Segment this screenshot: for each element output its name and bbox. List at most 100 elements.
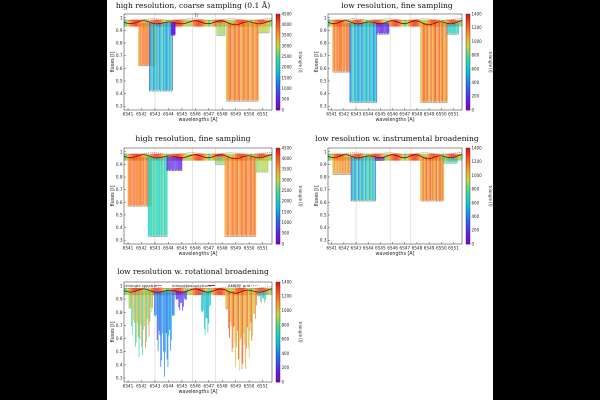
y-tick-label: 0.5 bbox=[116, 212, 123, 217]
colorbar-segment bbox=[466, 208, 470, 211]
x-tick-label: 6543 bbox=[150, 384, 161, 389]
y-tick-label: 0.3 bbox=[320, 238, 327, 243]
absorption-dip-3 bbox=[170, 22, 176, 36]
colorbar-segment bbox=[276, 148, 280, 151]
panel-title: low resolution w. rotational broadening bbox=[117, 267, 269, 276]
x-tick-label: 6550 bbox=[244, 112, 255, 117]
y-tick-label: 0.8 bbox=[320, 41, 327, 46]
continuum-band bbox=[195, 287, 199, 296]
x-tick-label: 6549 bbox=[230, 246, 241, 251]
continuum-band bbox=[124, 153, 127, 161]
continuum-band bbox=[180, 287, 184, 296]
colorbar-segment bbox=[276, 196, 280, 199]
y-tick-label: 0.7 bbox=[116, 53, 123, 58]
plot-frame bbox=[123, 147, 273, 245]
continuum-band bbox=[392, 19, 396, 27]
colorbar-segment bbox=[466, 93, 470, 96]
colorbar-segment bbox=[276, 349, 280, 353]
colorbar-segment bbox=[466, 176, 470, 180]
continuum-band bbox=[415, 153, 418, 161]
continuum-band bbox=[178, 19, 182, 27]
continuum-band bbox=[188, 287, 191, 296]
plot-frame bbox=[327, 13, 463, 111]
continuum-band bbox=[350, 153, 353, 161]
colorbar-segment bbox=[466, 71, 470, 75]
ambre-grid-line bbox=[123, 18, 273, 21]
colorbar-segment bbox=[466, 102, 470, 106]
colorbar-segment bbox=[466, 160, 470, 163]
x-tick-label: 6548 bbox=[217, 384, 228, 389]
continuum-band bbox=[343, 19, 347, 27]
continuum-band bbox=[386, 153, 389, 161]
colorbar-segment bbox=[276, 176, 280, 180]
colorbar-segment bbox=[276, 239, 280, 242]
plot-frame bbox=[123, 13, 273, 111]
colorbar-segment bbox=[276, 45, 280, 48]
colorbar-tick-label: 1400 bbox=[472, 145, 483, 150]
continuum-band bbox=[190, 19, 194, 27]
continuum-band bbox=[259, 153, 263, 161]
absorption-dip-5 bbox=[447, 22, 459, 35]
continuum-band bbox=[401, 153, 405, 161]
x-tick-label: 6542 bbox=[136, 112, 147, 117]
continuum-band bbox=[124, 19, 127, 27]
colorbar-segment bbox=[276, 74, 280, 77]
panel-1: high resolution, coarse sampling (0.1 Å)… bbox=[110, 1, 303, 123]
integrated-spectrum-line bbox=[123, 20, 273, 26]
continuum-band bbox=[136, 287, 140, 296]
colorbar-segment bbox=[466, 241, 470, 245]
x-axis-label: wavelengths [A] bbox=[376, 251, 415, 257]
legend: triangle spectra integrated spectrum AMBRE… bbox=[126, 283, 258, 288]
colorbar-segment bbox=[466, 45, 470, 48]
colorbar-segment bbox=[466, 57, 470, 60]
continuum-band bbox=[220, 153, 223, 161]
colorbar-segment bbox=[276, 284, 280, 288]
colorbar-segment bbox=[466, 59, 470, 63]
colorbar-tick-label: 4000 bbox=[282, 156, 293, 161]
x-tick-label: 6548 bbox=[217, 112, 228, 117]
x-tick-label: 6542 bbox=[339, 246, 350, 251]
colorbar-segment bbox=[276, 38, 280, 41]
y-tick-label: 0.8 bbox=[116, 310, 123, 315]
plot-frame bbox=[123, 281, 273, 383]
colorbar-segment bbox=[276, 212, 280, 216]
continuum-band bbox=[257, 287, 260, 296]
continuum-band bbox=[163, 153, 167, 161]
continuum-band bbox=[457, 153, 461, 161]
y-axis-label: fluxes [I] bbox=[110, 321, 116, 342]
colorbar-segment bbox=[276, 352, 280, 355]
colorbar-segment bbox=[276, 30, 280, 34]
colorbar-segment bbox=[276, 222, 280, 226]
colorbar-segment bbox=[466, 38, 470, 41]
x-tick-label: 6550 bbox=[244, 384, 255, 389]
colorbar-tick-label: 2000 bbox=[282, 65, 293, 70]
continuum-band bbox=[417, 153, 420, 161]
colorbar-segment bbox=[276, 167, 280, 170]
y-axis-label: fluxes [I] bbox=[314, 51, 320, 72]
continuum-band bbox=[163, 287, 167, 296]
colorbar-tick-label: 500 bbox=[282, 231, 290, 236]
colorbar-segment bbox=[276, 324, 280, 328]
colorbar-segment bbox=[466, 28, 470, 32]
colorbar-segment bbox=[466, 184, 470, 187]
panel-title: high resolution, fine sampling bbox=[135, 134, 250, 143]
continuum-band bbox=[178, 153, 182, 161]
colorbar-segment bbox=[276, 287, 280, 290]
colorbar-tick-label: 400 bbox=[282, 351, 290, 356]
continuum-band bbox=[359, 153, 362, 161]
y-tick-label: 0.3 bbox=[116, 104, 123, 109]
continuum-band bbox=[195, 19, 199, 27]
colorbar-segment bbox=[466, 76, 470, 80]
y-tick-label: 0.3 bbox=[116, 238, 123, 243]
colorbar-segment bbox=[276, 14, 280, 17]
colorbar-segment bbox=[276, 344, 280, 348]
continuum-band bbox=[395, 153, 398, 161]
integrated-spectrum-line bbox=[123, 154, 273, 160]
continuum-band bbox=[205, 19, 209, 27]
colorbar-segment bbox=[466, 100, 470, 104]
colorbar-segment bbox=[276, 62, 280, 65]
colorbar-segment bbox=[466, 62, 470, 65]
continuum-band bbox=[408, 19, 411, 27]
continuum-band bbox=[269, 287, 273, 296]
colorbar-tick-label: 4500 bbox=[282, 11, 293, 16]
